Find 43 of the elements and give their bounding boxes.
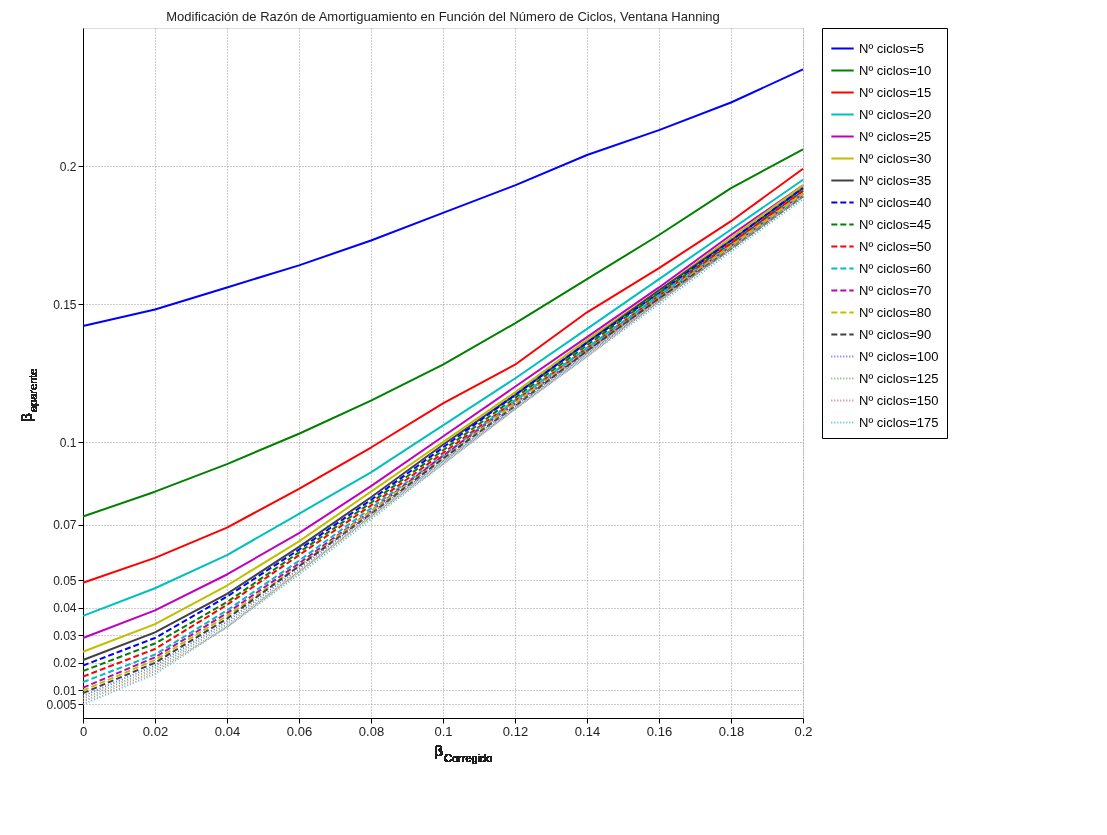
y-tick-label: 0.03 — [53, 628, 77, 643]
y-tick-label: 0.07 — [53, 518, 77, 533]
legend-label: Nº ciclos=80 — [859, 304, 932, 320]
y-axis-title: βaparente — [18, 368, 39, 422]
x-tick-label: 0.12 — [502, 723, 529, 739]
y-tick-label: 0.1 — [59, 435, 77, 450]
legend-label: Nº ciclos=50 — [859, 238, 932, 254]
legend-label: Nº ciclos=125 — [859, 370, 939, 386]
line-series — [82, 68, 804, 328]
legend-label: Nº ciclos=5 — [859, 40, 925, 56]
legend-label: Nº ciclos=25 — [859, 128, 932, 144]
chart-title: Modificación de Razón de Amortiguamiento en Función del Número de Ciclos, Ventana Hanning — [166, 8, 720, 24]
legend-label: Nº ciclos=35 — [859, 172, 932, 188]
x-tick-label: 0.02 — [142, 723, 169, 739]
x-tick-label: 0.1 — [434, 723, 453, 739]
legend-label: Nº ciclos=150 — [859, 392, 939, 408]
legend-label: Nº ciclos=45 — [859, 216, 932, 232]
x-tick-label: 0.08 — [358, 723, 385, 739]
legend-label: Nº ciclos=60 — [859, 260, 932, 276]
y-tick-label: 0.005 — [46, 697, 77, 712]
legend-label: Nº ciclos=10 — [859, 62, 932, 78]
legend-label: Nº ciclos=175 — [859, 414, 939, 430]
x-tick-label: 0 — [79, 723, 88, 739]
x-tick-label: 0.04 — [214, 723, 241, 739]
legend-label: Nº ciclos=70 — [859, 282, 932, 298]
x-tick-label: 0.14 — [574, 723, 601, 739]
x-tick-label: 0.16 — [646, 723, 673, 739]
y-tick-label: 0.05 — [53, 573, 77, 588]
y-tick-label: 0.02 — [53, 656, 77, 671]
legend-label: Nº ciclos=90 — [859, 326, 932, 342]
y-tick-label: 0.04 — [53, 601, 77, 616]
legend-label: Nº ciclos=20 — [859, 106, 932, 122]
legend-label: Nº ciclos=100 — [859, 348, 939, 364]
y-tick-label: 0.15 — [53, 297, 77, 312]
line-series — [82, 148, 804, 518]
legend-label: Nº ciclos=40 — [859, 194, 932, 210]
y-tick-label: 0.01 — [53, 683, 77, 698]
legend-label: Nº ciclos=15 — [859, 84, 932, 100]
y-tick-label: 0.2 — [59, 159, 77, 174]
x-tick-label: 0.2 — [794, 723, 813, 739]
x-tick-label: 0.06 — [286, 723, 313, 739]
legend-label: Nº ciclos=30 — [859, 150, 932, 166]
x-tick-label: 0.18 — [718, 723, 745, 739]
